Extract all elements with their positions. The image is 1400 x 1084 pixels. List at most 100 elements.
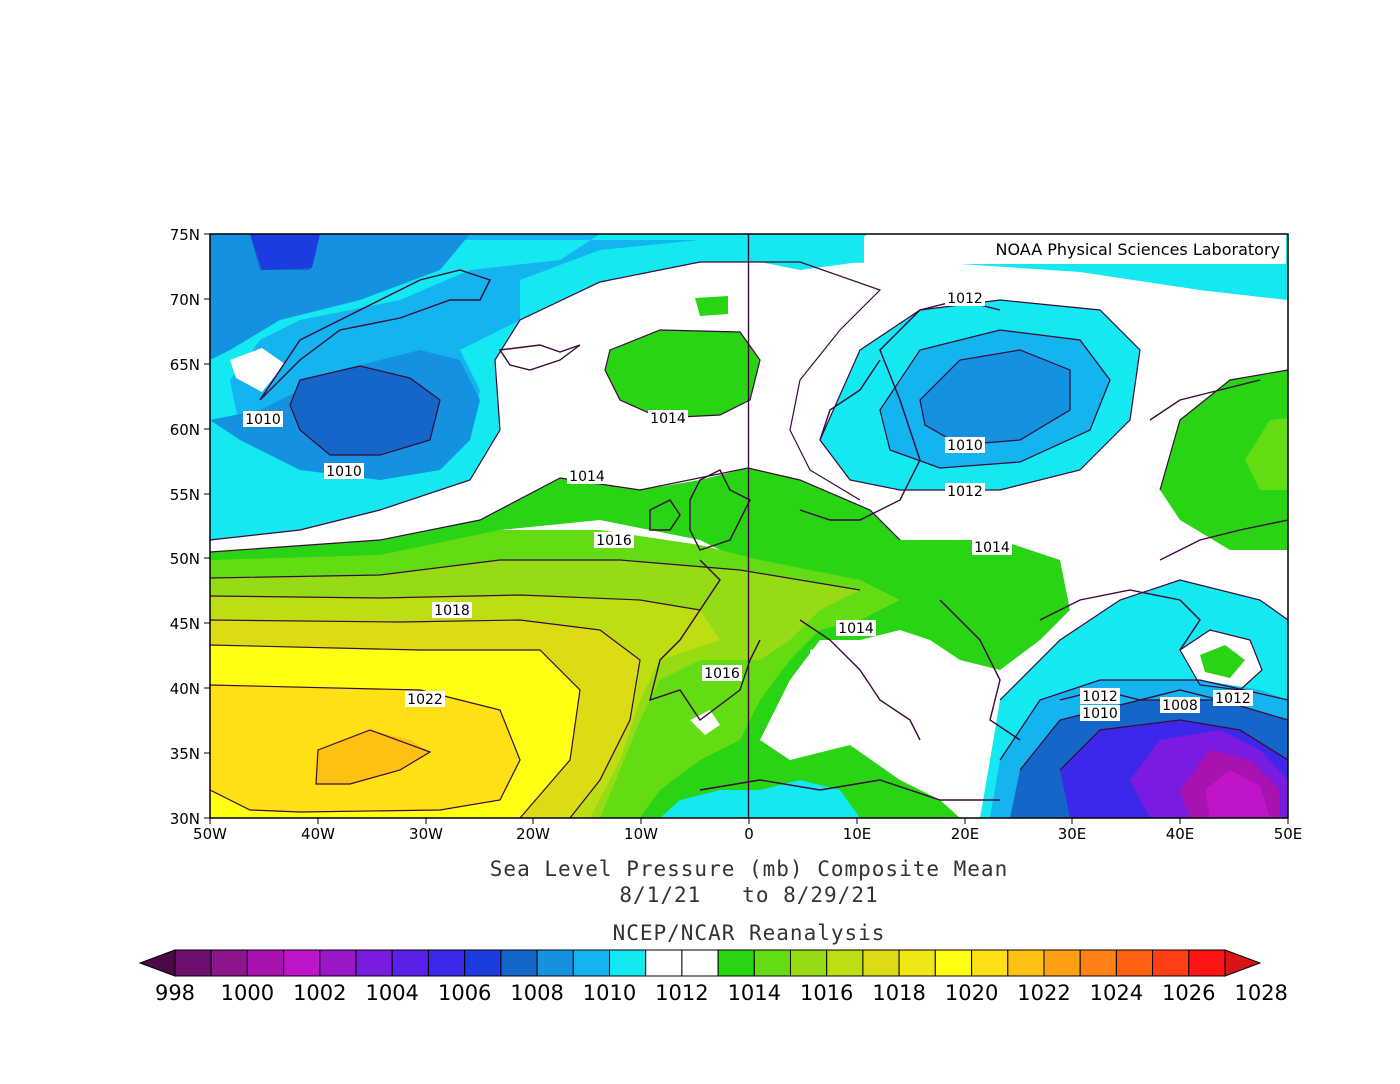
contour-label: 1014	[567, 468, 607, 485]
shade-1006	[250, 234, 320, 270]
contour-label: 1014	[648, 410, 688, 427]
colorbar-swatch	[536, 949, 574, 977]
colorbar-swatch	[1007, 949, 1045, 977]
svg-text:1010: 1010	[947, 438, 983, 454]
svg-text:1016: 1016	[596, 533, 632, 549]
lon-label: 10E	[843, 825, 872, 843]
colorbar-swatch	[174, 949, 212, 977]
colorbar-label: 998	[155, 981, 195, 1005]
svg-text:1010: 1010	[326, 464, 362, 480]
lat-label: 50N	[170, 550, 200, 568]
contour-label: 1012	[1080, 688, 1120, 705]
lon-label: 20W	[516, 825, 550, 843]
title-line-1: Sea Level Pressure (mb) Composite Mean	[490, 857, 1008, 881]
lon-label: 30W	[409, 825, 443, 843]
shade-ocean-sw	[660, 780, 860, 818]
lon-label: 20E	[951, 825, 980, 843]
colorbar-swatch	[681, 949, 719, 977]
colorbar-swatch	[427, 949, 466, 977]
colorbar-swatch	[246, 949, 285, 977]
svg-text:1012: 1012	[947, 291, 983, 307]
colorbar-swatch	[1079, 949, 1117, 977]
contour-label-group: 1010 1010 1014 1014 1012 1010 1012 1014 …	[243, 290, 1253, 722]
contour-label: 1016	[702, 665, 742, 682]
svg-text:1012: 1012	[1082, 689, 1118, 705]
contour-label: 1010	[243, 411, 283, 428]
title-line-2: 8/1/21 to 8/29/21	[619, 883, 878, 907]
lat-axis: 75N 70N 65N 60N 55N 50N 45N 40N 35N 30N	[170, 226, 210, 828]
shade-1014	[210, 468, 1070, 818]
colorbar-swatch	[464, 949, 502, 977]
svg-text:1008: 1008	[1162, 698, 1198, 714]
colorbar-swatch	[1152, 949, 1190, 977]
svg-text:1012: 1012	[947, 484, 983, 500]
colorbar-swatch	[1115, 949, 1154, 977]
colorbar-label: 1002	[293, 981, 346, 1005]
svg-text:1014: 1014	[838, 621, 874, 637]
lat-label: 65N	[170, 356, 200, 374]
shade-scandi-1008	[920, 350, 1070, 445]
pressure-field	[210, 234, 1288, 818]
colorbar-label: 1012	[655, 981, 708, 1005]
colorbar	[138, 949, 1262, 977]
colorbar-label: 1000	[221, 981, 274, 1005]
contour-label: 1014	[836, 620, 876, 637]
lat-label: 55N	[170, 486, 200, 504]
colorbar-label: 1014	[728, 981, 781, 1005]
contour-label: 1018	[432, 602, 472, 619]
colorbar-swatch	[609, 949, 647, 977]
colorbar-swatch	[717, 949, 755, 977]
source-label: NCEP/NCAR Reanalysis	[613, 921, 886, 945]
lon-axis: 50W 40W 30W 20W 10W 0 10E 20E 30E 40E 50…	[193, 818, 1302, 843]
colorbar-swatch	[1188, 949, 1226, 977]
lon-label: 10W	[624, 825, 658, 843]
svg-text:1010: 1010	[245, 412, 281, 428]
colorbar-swatch	[971, 949, 1009, 977]
contour-label: 1008	[1160, 697, 1200, 714]
colorbar-swatch	[500, 949, 538, 977]
colorbar-swatch	[645, 949, 683, 977]
lat-label: 35N	[170, 745, 200, 763]
colorbar-swatch	[572, 949, 610, 977]
lat-label: 70N	[170, 291, 200, 309]
contour-label: 1010	[324, 463, 364, 480]
contour-label: 1014	[972, 539, 1012, 556]
svg-text:1018: 1018	[434, 603, 470, 619]
coastlines	[259, 269, 1288, 801]
colorbar-swatch	[391, 949, 429, 977]
lon-label: 50E	[1274, 825, 1303, 843]
colorbar-swatch	[355, 949, 393, 977]
lon-label: 50W	[193, 825, 227, 843]
colorbar-swatch	[210, 949, 248, 977]
contour-lines	[210, 261, 1288, 818]
lon-label: 40W	[301, 825, 335, 843]
lat-label: 60N	[170, 421, 200, 439]
colorbar-label: 1020	[945, 981, 998, 1005]
contour-label: 1012	[1213, 690, 1253, 707]
colorbar-label: 1010	[583, 981, 636, 1005]
svg-text:1010: 1010	[1082, 706, 1118, 722]
lat-label: 30N	[170, 810, 200, 828]
contour-label: 1010	[945, 437, 985, 454]
colorbar-swatch	[826, 949, 864, 977]
contour-label: 1022	[405, 691, 445, 708]
contour-label: 1010	[1080, 705, 1120, 722]
colorbar-labels: 998 1000 1002 1004 1006 1008 1010 1012 1014 1016 1…	[155, 981, 1288, 1005]
svg-text:1022: 1022	[407, 692, 443, 708]
colorbar-swatch	[283, 949, 321, 977]
lat-label: 45N	[170, 615, 200, 633]
contour-label: 1012	[945, 483, 985, 500]
colorbar-label: 1006	[438, 981, 491, 1005]
svg-text:1012: 1012	[1215, 691, 1251, 707]
shade-1026	[316, 730, 430, 784]
colorbar-arrow-left	[138, 949, 176, 977]
shade-1008	[250, 234, 440, 455]
colorbar-swatch	[862, 949, 900, 977]
colorbar-swatch	[1043, 949, 1081, 977]
colorbar-swatch	[753, 949, 791, 977]
contour-label: 1016	[594, 532, 634, 549]
svg-text:1016: 1016	[704, 666, 740, 682]
lat-label: 40N	[170, 680, 200, 698]
lon-label: 40E	[1166, 825, 1195, 843]
